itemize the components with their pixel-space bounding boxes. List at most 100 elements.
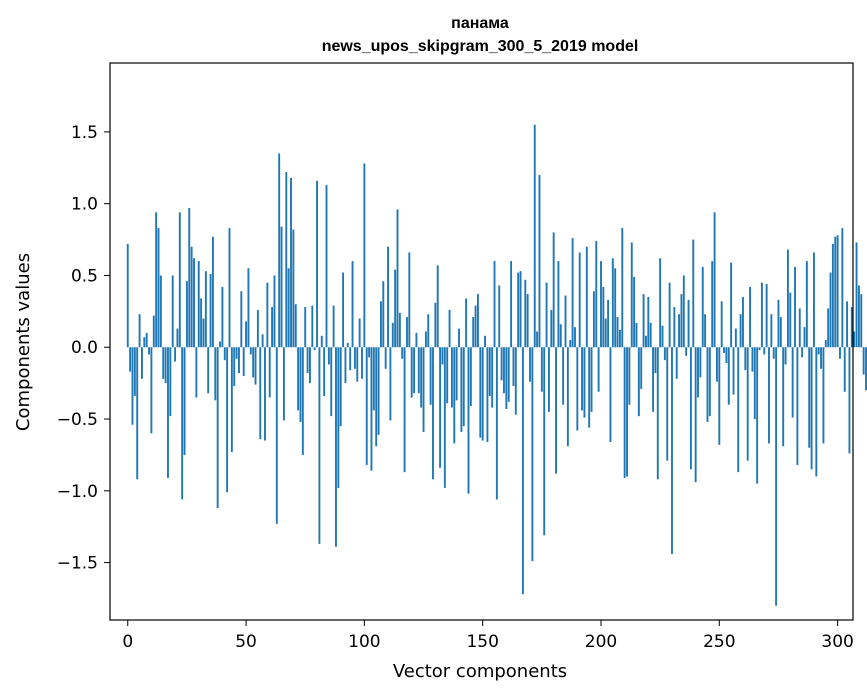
bar-118 — [406, 317, 408, 348]
bar-244 — [704, 314, 707, 348]
bar-55 — [256, 309, 259, 348]
bar-211 — [626, 347, 628, 477]
bar-141 — [460, 347, 463, 432]
bar-180 — [552, 232, 555, 348]
bar-255 — [730, 262, 733, 348]
bar-29 — [195, 347, 198, 398]
bar-12 — [155, 212, 158, 348]
bar-65 — [280, 226, 283, 348]
bar-40 — [221, 286, 224, 348]
bar-88 — [335, 347, 337, 547]
bar-107 — [379, 301, 382, 348]
bar-148 — [477, 294, 479, 348]
bar-194 — [585, 246, 588, 348]
bar-256 — [732, 347, 735, 395]
bar-266 — [756, 347, 759, 484]
bar-192 — [581, 347, 584, 411]
bar-198 — [595, 241, 598, 348]
bar-273 — [772, 347, 775, 359]
bar-190 — [576, 347, 579, 431]
bar-24 — [183, 347, 186, 455]
bar-189 — [574, 327, 576, 348]
bar-199 — [597, 347, 600, 392]
bar-268 — [760, 282, 763, 348]
bar-209 — [621, 228, 624, 348]
x-tick-label: 300 — [821, 632, 853, 652]
bar-26 — [188, 207, 191, 348]
x-tick-label: 200 — [585, 632, 617, 652]
bar-182 — [557, 261, 560, 348]
bar-140 — [458, 328, 460, 348]
bar-139 — [455, 347, 458, 401]
bar-101 — [365, 347, 368, 465]
bar-69 — [290, 177, 292, 348]
bar-215 — [635, 322, 638, 348]
bar-283 — [796, 347, 799, 465]
bar-1 — [129, 347, 132, 372]
bar-262 — [746, 347, 749, 461]
bar-246 — [708, 347, 711, 417]
bar-132 — [439, 347, 442, 468]
bar-280 — [789, 292, 792, 348]
bar-151 — [484, 335, 486, 348]
bar-213 — [630, 242, 633, 348]
bar-207 — [616, 317, 619, 348]
bar-145 — [469, 347, 472, 407]
y-tick-label: 1.0 — [71, 195, 98, 215]
bar-205 — [611, 258, 614, 348]
bar-44 — [230, 347, 233, 453]
bar-203 — [607, 299, 610, 348]
bar-206 — [614, 268, 617, 348]
bar-95 — [351, 261, 354, 348]
bar-47 — [238, 347, 240, 374]
bar-302 — [841, 228, 844, 348]
bar-171 — [531, 347, 534, 562]
bar-100 — [363, 163, 366, 348]
x-tick-label: 100 — [348, 632, 380, 652]
bar-195 — [588, 347, 591, 428]
bar-248 — [713, 212, 716, 348]
bar-218 — [642, 294, 645, 348]
bar-72 — [297, 347, 300, 411]
bar-31 — [200, 298, 203, 348]
bar-25 — [185, 281, 188, 348]
bar-94 — [349, 347, 352, 371]
bar-59 — [266, 282, 269, 348]
bar-305 — [848, 347, 851, 454]
bar-184 — [562, 347, 565, 405]
bar-157 — [498, 285, 501, 348]
bar-160 — [505, 347, 508, 409]
bars-group — [126, 124, 867, 606]
bar-54 — [254, 347, 257, 385]
bar-170 — [529, 347, 531, 382]
bar-225 — [659, 258, 662, 348]
bar-288 — [808, 347, 811, 448]
bar-124 — [420, 347, 423, 408]
bar-121 — [413, 347, 416, 394]
bar-131 — [436, 265, 439, 348]
bar-193 — [583, 347, 586, 418]
bar-226 — [661, 325, 664, 348]
bar-134 — [443, 347, 446, 488]
bar-287 — [805, 261, 808, 348]
bar-293 — [820, 347, 822, 369]
bar-52 — [249, 347, 252, 355]
bar-307 — [853, 331, 856, 348]
bar-272 — [770, 314, 773, 348]
bar-56 — [259, 347, 262, 440]
bar-208 — [618, 330, 621, 348]
bar-34 — [207, 347, 210, 394]
bar-17 — [167, 347, 169, 478]
bar-290 — [813, 252, 815, 348]
bar-233 — [678, 314, 681, 348]
bar-238 — [689, 347, 692, 470]
bar-111 — [389, 347, 392, 421]
bar-58 — [264, 347, 266, 441]
bar-249 — [715, 347, 718, 382]
bar-42 — [226, 347, 229, 493]
bar-127 — [427, 314, 430, 348]
bar-0 — [126, 243, 129, 348]
bar-236 — [685, 347, 688, 356]
bar-70 — [292, 229, 295, 348]
y-tick-label: 0.5 — [71, 266, 98, 286]
